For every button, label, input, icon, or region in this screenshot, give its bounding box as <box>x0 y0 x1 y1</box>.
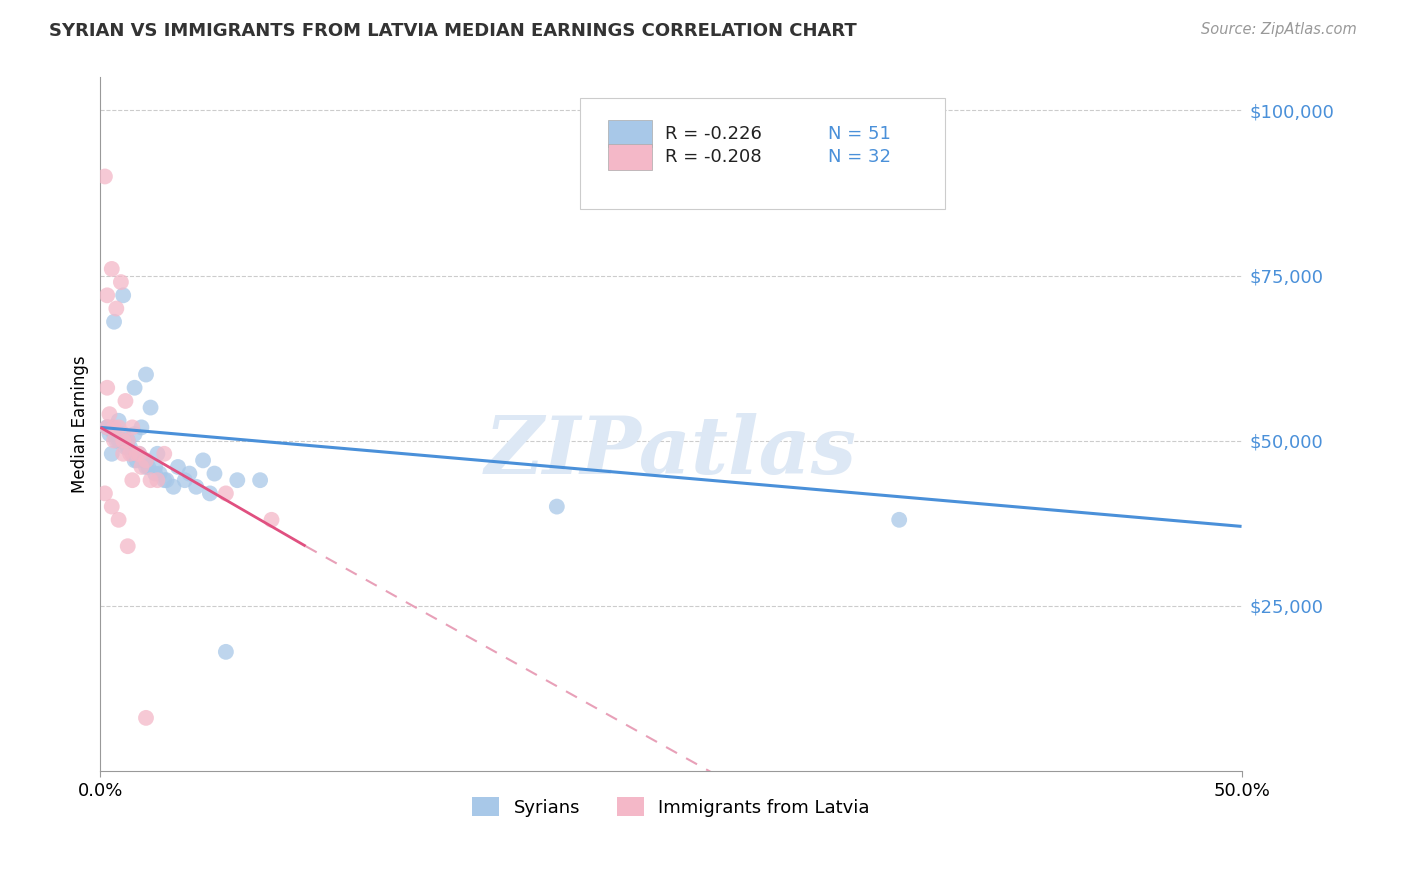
Point <box>117 440 139 454</box>
Point <box>117 434 139 448</box>
Point <box>167 460 190 475</box>
Point <box>124 381 146 395</box>
Point <box>198 486 221 500</box>
Point <box>100 500 122 514</box>
Point <box>100 420 122 434</box>
Point <box>153 447 176 461</box>
Point <box>186 480 208 494</box>
Point <box>96 288 118 302</box>
Point <box>117 434 139 448</box>
Point <box>110 434 132 448</box>
Point <box>107 513 129 527</box>
Point <box>153 473 176 487</box>
Point <box>100 261 122 276</box>
Point <box>260 513 283 527</box>
Point <box>146 447 169 461</box>
Text: R = -0.208: R = -0.208 <box>665 148 762 166</box>
Point <box>112 447 135 461</box>
Point <box>107 414 129 428</box>
Point <box>215 645 238 659</box>
Point <box>110 275 132 289</box>
Point <box>114 440 136 454</box>
Point <box>249 473 271 487</box>
Point <box>103 427 125 442</box>
Text: SYRIAN VS IMMIGRANTS FROM LATVIA MEDIAN EARNINGS CORRELATION CHART: SYRIAN VS IMMIGRANTS FROM LATVIA MEDIAN … <box>49 22 858 40</box>
Point <box>96 420 118 434</box>
Y-axis label: Median Earnings: Median Earnings <box>72 355 89 493</box>
Point <box>112 288 135 302</box>
Point <box>226 473 249 487</box>
Point <box>118 447 141 461</box>
Point <box>105 301 128 316</box>
Point <box>124 427 146 442</box>
FancyBboxPatch shape <box>579 98 945 209</box>
Text: R = -0.226: R = -0.226 <box>665 125 762 143</box>
Point <box>124 453 146 467</box>
FancyBboxPatch shape <box>609 144 651 170</box>
Point <box>112 434 135 448</box>
Point <box>98 407 121 421</box>
Point <box>131 460 153 475</box>
Point <box>155 473 177 487</box>
Point <box>135 460 157 475</box>
Point <box>139 473 162 487</box>
Text: ZIPatlas: ZIPatlas <box>485 413 858 491</box>
Point <box>103 315 125 329</box>
Point <box>132 453 155 467</box>
Point <box>128 447 150 461</box>
Point <box>204 467 226 481</box>
Point <box>107 434 129 448</box>
Point <box>125 453 148 467</box>
Point <box>149 467 172 481</box>
Point <box>191 453 214 467</box>
Point <box>179 467 201 481</box>
Point <box>889 513 911 527</box>
Point <box>103 420 125 434</box>
Text: Source: ZipAtlas.com: Source: ZipAtlas.com <box>1201 22 1357 37</box>
Point <box>100 447 122 461</box>
Point <box>546 500 568 514</box>
Point <box>103 434 125 448</box>
Point <box>121 473 143 487</box>
Point <box>146 473 169 487</box>
Point <box>114 394 136 409</box>
Legend: Syrians, Immigrants from Latvia: Syrians, Immigrants from Latvia <box>465 790 877 824</box>
Point <box>128 447 150 461</box>
Point <box>117 539 139 553</box>
Point <box>96 381 118 395</box>
Point <box>173 473 195 487</box>
Point <box>94 486 117 500</box>
Text: N = 32: N = 32 <box>828 148 891 166</box>
Point <box>143 467 166 481</box>
Point <box>215 486 238 500</box>
Point <box>121 447 143 461</box>
Point <box>112 434 135 448</box>
Point <box>135 453 157 467</box>
Point <box>143 460 166 475</box>
Point <box>135 368 157 382</box>
Point <box>135 453 157 467</box>
Point <box>107 420 129 434</box>
Point <box>96 420 118 434</box>
Point <box>139 401 162 415</box>
Point <box>112 427 135 442</box>
Point <box>118 440 141 454</box>
Point <box>125 447 148 461</box>
Point <box>105 434 128 448</box>
Point <box>94 169 117 184</box>
Point <box>96 420 118 434</box>
Point <box>98 427 121 442</box>
Point <box>135 711 157 725</box>
Point <box>121 420 143 434</box>
Point <box>131 420 153 434</box>
Point <box>136 460 159 475</box>
Point <box>112 434 135 448</box>
FancyBboxPatch shape <box>609 120 651 147</box>
Text: N = 51: N = 51 <box>828 125 891 143</box>
Point <box>162 480 184 494</box>
